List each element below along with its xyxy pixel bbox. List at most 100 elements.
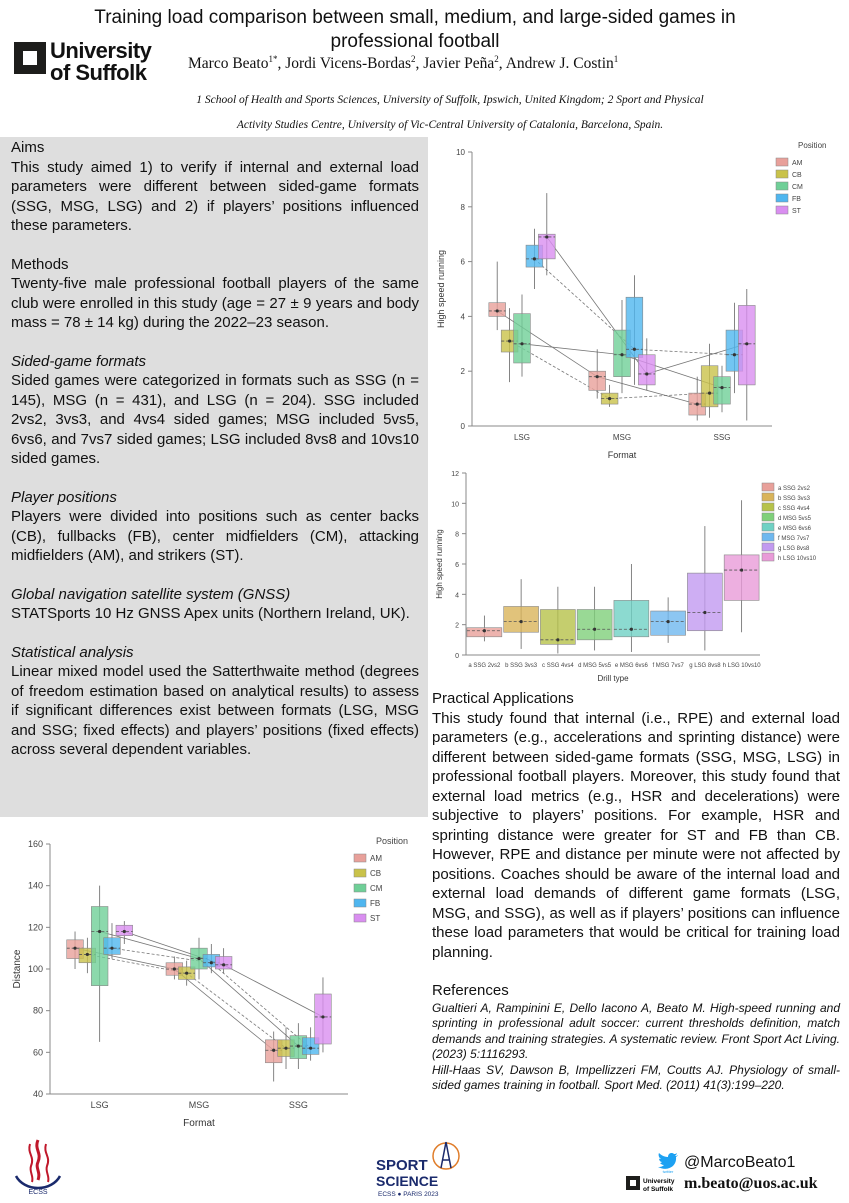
small-logo-line-2: of Suffolk [643, 1186, 673, 1193]
box-plot [576, 586, 613, 651]
y-tick-label: 0 [461, 422, 466, 431]
box-mean-point [172, 967, 176, 971]
poster-title: Training load comparison between small, … [94, 7, 736, 52]
twitter-small-label: twitter [663, 1169, 674, 1174]
legend-swatch [353, 853, 367, 863]
y-tick-label: 60 [33, 1047, 43, 1057]
legend-swatch [761, 552, 775, 562]
box-iqr [638, 354, 656, 386]
box-mean-point [495, 309, 499, 313]
legend-swatch [775, 181, 789, 191]
y-tick-label: 10 [456, 148, 465, 157]
x-tick-label: LSG [91, 1100, 109, 1110]
x-tick-label: SSG [289, 1100, 308, 1110]
author-1: Marco Beato [188, 55, 269, 73]
player-positions-text: Players were divided into positions such… [11, 508, 419, 564]
box-mean-point [185, 971, 189, 975]
y-axis-label: High speed running [436, 250, 446, 328]
box-iqr [503, 606, 539, 633]
box-mean-point [632, 347, 636, 351]
practical-applications-heading: Practical Applications [432, 690, 574, 707]
sided-games-text: Sided games were categorized in formats … [11, 372, 419, 467]
box-mean-point [740, 568, 744, 572]
reference-1: Gualtieri A, Rampinini E, Dello Iacono A… [432, 1000, 840, 1062]
box-iqr [588, 370, 606, 391]
affiliation-line-2: Activity Studies Centre, University of V… [236, 119, 664, 131]
x-tick-label: f MSG 7vs7 [652, 663, 684, 669]
box-mean-point [519, 620, 523, 624]
gnss-text: STATSports 10 Hz GNSS Apex units (Northe… [11, 605, 410, 622]
box-mean-point [695, 402, 699, 406]
chart-svg: 40 60 80 100 120 140 160 Distance Format LSG MSG SS… [12, 836, 408, 1129]
box-iqr [576, 609, 613, 641]
legend-entry: e MSG 6vs6 [778, 526, 812, 532]
box-mean-point [508, 339, 512, 343]
legend-swatch [775, 169, 789, 179]
twitter-icon: twitter [658, 1153, 678, 1174]
legend-entry: AM [792, 160, 803, 167]
box-iqr [538, 233, 556, 260]
box-mean-point [520, 342, 524, 346]
box-mean-point [122, 929, 126, 934]
legend-entry: ST [792, 208, 802, 215]
box-mean-point [110, 946, 114, 950]
box-mean-point [608, 397, 612, 401]
box-iqr [713, 376, 731, 405]
box-mean-point [98, 929, 102, 934]
logo-line-1: University [50, 38, 152, 63]
legend-entry: FB [370, 899, 380, 908]
author-2: Jordi Vicens-Bordas [285, 55, 412, 73]
box-plot [466, 615, 503, 642]
series-trend-line [534, 258, 735, 356]
legend-entry: f MSG 7vs7 [778, 536, 810, 542]
legend-swatch [761, 522, 775, 532]
y-axis-label: Distance [12, 949, 23, 988]
box-iqr [314, 993, 332, 1045]
box-plot [723, 500, 760, 633]
y-tick-label: 140 [28, 881, 43, 891]
x-axis-label: Drill type [597, 674, 629, 683]
sport-science-logo: SPORT SCIENCE ECSS ● PARIS 2023 [372, 1138, 472, 1198]
legend-entry: CB [370, 869, 381, 878]
box-mean-point [532, 257, 536, 261]
x-tick-label: MSG [189, 1100, 210, 1110]
box-mean-point [284, 1046, 288, 1050]
twitter-handle[interactable]: @MarcoBeato1 [684, 1154, 796, 1171]
legend-entry: ST [370, 914, 380, 923]
box-plot [215, 948, 233, 974]
legend-entry: CB [792, 172, 802, 179]
box-mean-point [209, 961, 213, 965]
box-iqr [215, 956, 233, 970]
box-plot [488, 261, 506, 331]
statistical-analysis-heading: Statistical analysis [11, 643, 134, 661]
player-positions-heading: Player positions [11, 488, 117, 506]
contact-email[interactable]: m.beato@uos.ac.uk [684, 1175, 818, 1192]
paris-2023-label: ECSS ● PARIS 2023 [378, 1191, 439, 1198]
box-plot [738, 289, 756, 421]
box-plot [613, 564, 650, 652]
y-tick-label: 4 [461, 312, 466, 321]
box-iqr [625, 296, 644, 358]
box-mean-point [745, 342, 749, 346]
methods-heading: Methods [11, 255, 69, 273]
box-plot [687, 526, 723, 651]
y-tick-label: 2 [455, 623, 459, 630]
legend-swatch [775, 205, 789, 215]
x-tick-label: h LSG 10vs10 [723, 663, 762, 669]
series-trend-line [124, 931, 324, 1018]
box-mean-point [197, 956, 201, 961]
y-tick-label: 4 [455, 592, 459, 599]
y-tick-label: 160 [28, 839, 43, 849]
legend-title: Position [376, 836, 408, 846]
eiffel-tower-icon: SPORT SCIENCE ECSS ● PARIS 2023 [376, 1141, 460, 1198]
legend-swatch [353, 913, 367, 923]
box-plot [503, 579, 539, 649]
right-text-column: Practical Applications This study found … [432, 689, 840, 1094]
sided-games-heading: Sided-game formats [11, 352, 147, 370]
x-tick-label: a SSG 2vs2 [468, 663, 501, 669]
y-tick-label: 120 [28, 922, 43, 932]
box-iqr [613, 600, 650, 638]
legend-entry: CM [792, 184, 803, 191]
y-tick-label: 6 [461, 258, 466, 267]
box-plot [638, 338, 656, 391]
